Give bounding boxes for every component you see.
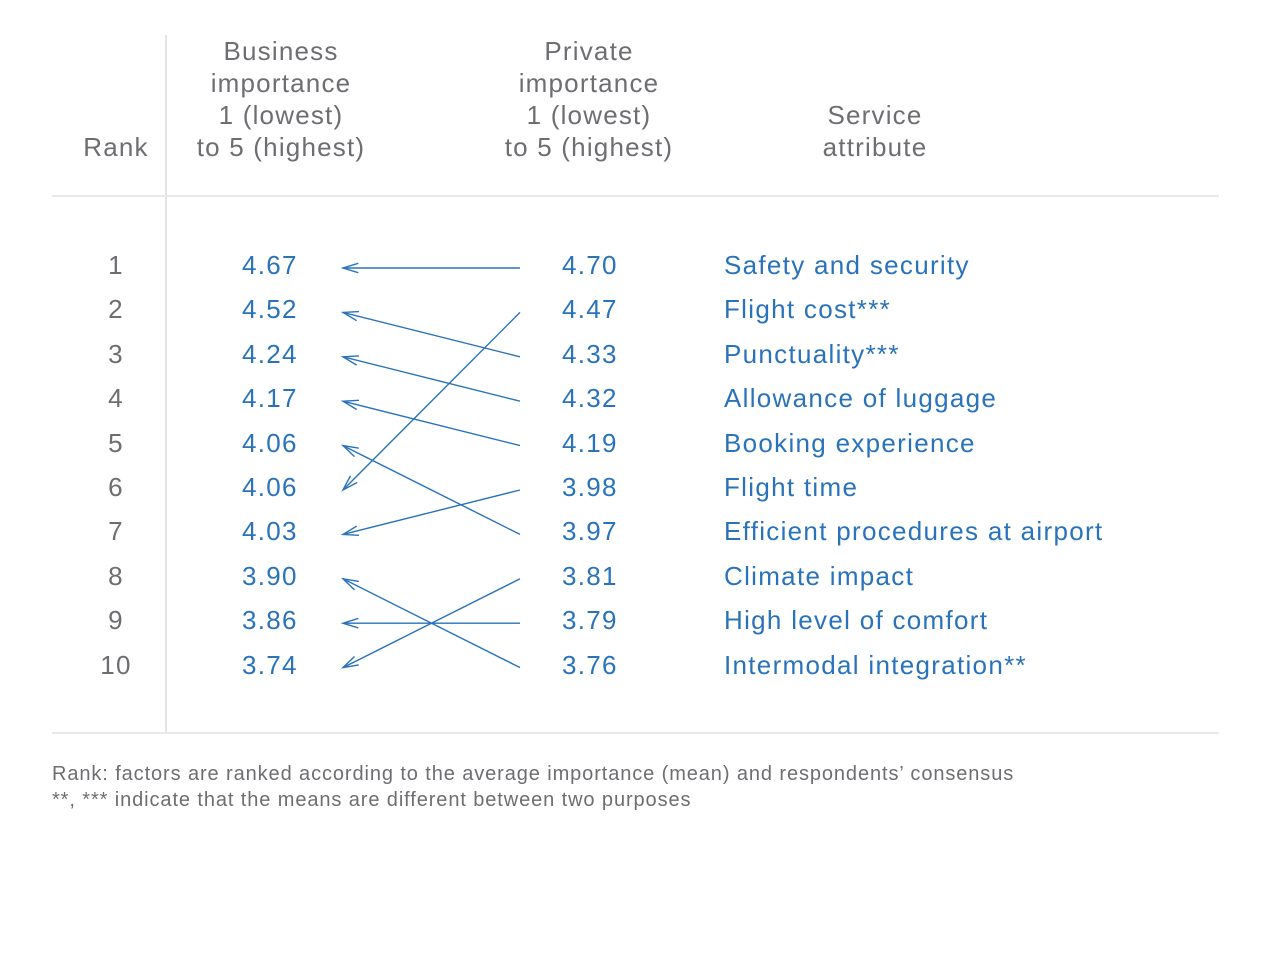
business-importance-value: 4.06 [242,427,298,458]
arrowhead-icon [340,617,359,629]
rank-arrow [340,310,521,358]
rank-arrow [340,489,521,536]
business-importance-value: 4.03 [242,516,298,547]
business-importance-value: 3.86 [242,605,298,636]
service-attribute-label: Flight cost*** [724,294,892,325]
header-private-importance: Private importance 1 (lowest) to 5 (high… [478,35,700,163]
private-importance-value: 4.47 [562,294,618,325]
rank-cell: 2 [108,294,124,325]
header-line: 1 (lowest) [218,100,344,130]
header-service-attribute: Service attribute [770,99,980,163]
service-attribute-label: Safety and security [724,250,970,280]
arrowhead-icon [340,310,360,322]
business-importance-value: 4.06 [242,472,298,502]
business-importance-value: 3.90 [242,560,298,591]
rank-cell: 6 [108,472,124,502]
header-line: importance [210,68,352,98]
service-attribute-label: Intermodal integration** [724,649,1027,680]
header-rule [52,195,1219,197]
arrowhead-icon [340,525,360,536]
private-importance-value: 3.97 [562,516,618,547]
arrowhead-icon [340,656,359,669]
rank-cell: 9 [108,605,124,636]
private-importance-value: 4.32 [562,383,618,414]
header-line: Private [544,36,634,66]
header-line: Service [827,100,923,130]
service-attribute-label: Flight time [724,472,859,502]
arrow-line [342,444,521,536]
service-attribute-label: High level of comfort [724,605,989,636]
private-importance-value: 3.76 [562,649,618,680]
header-rank: Rank [83,132,149,162]
business-importance-value: 4.17 [242,383,298,414]
arrowhead-icon [340,399,360,411]
arrow-line [342,311,521,491]
arrow-line [342,400,521,447]
header-line: to 5 (highest) [196,132,366,162]
rank-cell: 1 [108,250,124,280]
business-importance-value: 3.74 [242,649,298,680]
footnote-significance: **, *** indicate that the means are diff… [52,789,692,811]
bottom-rule [52,732,1219,734]
rank-cell: 7 [108,516,124,547]
service-attribute-label: Punctuality*** [724,338,900,369]
arrowhead-icon [341,475,358,492]
rank-arrow [340,399,521,447]
header-line: importance [518,68,660,98]
private-importance-value: 3.98 [562,472,618,502]
rank-arrow [340,577,521,669]
business-importance-value: 4.67 [242,250,298,280]
private-importance-value: 3.81 [562,560,618,591]
rank-cell: 8 [108,560,124,591]
arrowhead-icon [340,262,359,274]
rank-arrow [340,444,521,536]
rank-cell: 5 [108,427,124,458]
arrowhead-icon [340,444,359,458]
arrow-line [342,311,521,358]
arrow-line [342,578,521,669]
private-importance-value: 3.79 [562,605,618,636]
arrowhead-icon [340,355,360,366]
footnote-rank: Rank: factors are ranked according to th… [52,763,1015,785]
private-importance-value: 4.19 [562,427,618,458]
arrowhead-icon [340,577,359,591]
service-attribute-label: Efficient procedures at airport [724,516,1104,547]
rank-cell: 4 [108,383,124,414]
business-importance-value: 4.24 [242,338,298,369]
rank-arrow [340,262,520,274]
rank-arrow [341,311,521,492]
header-line: 1 (lowest) [526,100,652,130]
column-divider [165,35,167,733]
private-importance-value: 4.70 [562,250,618,280]
header-line: attribute [822,132,928,162]
service-attribute-label: Climate impact [724,560,915,591]
service-attribute-label: Allowance of luggage [724,383,998,414]
private-importance-value: 4.33 [562,338,618,369]
header-line: to 5 (highest) [504,132,674,162]
arrow-line [342,489,521,536]
business-importance-value: 4.52 [242,294,298,325]
service-attribute-label: Booking experience [724,427,976,458]
arrow-line [342,356,521,402]
rank-cell: 3 [108,338,124,369]
rank-arrow [340,355,521,402]
rank-cell: 10 [100,649,132,680]
header-business-importance: Business importance 1 (lowest) to 5 (hig… [170,35,392,163]
header-line: Business [223,36,339,66]
